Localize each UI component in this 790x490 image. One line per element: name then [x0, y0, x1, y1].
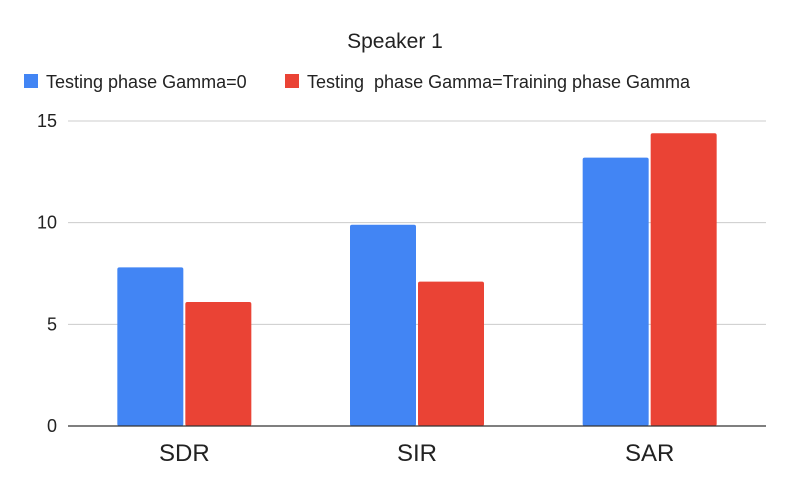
- bar-sar-series-1: [582, 157, 649, 426]
- y-tick-label: 5: [47, 314, 57, 334]
- bar-sdr-series-1: [117, 267, 184, 426]
- x-category-label: SIR: [397, 440, 437, 467]
- chart-title: Speaker 1: [347, 30, 443, 53]
- legend-swatch-series-2: [285, 74, 299, 88]
- legend-swatch-series-1: [24, 74, 38, 88]
- bar-sdr-series-2: [185, 301, 252, 426]
- y-tick-label: 15: [37, 111, 57, 131]
- bar-sar-series-2: [650, 133, 717, 426]
- bar-sir-series-2: [418, 281, 484, 426]
- legend-label-series-1: Testing phase Gamma=0: [46, 72, 247, 92]
- legend: Testing phase Gamma=0 Testing phase Gamm…: [24, 72, 691, 92]
- x-axis-categories: SDR SIR SAR: [159, 440, 674, 467]
- bar-sir-series-1: [350, 224, 416, 426]
- x-category-label: SDR: [159, 440, 210, 467]
- bars: [117, 133, 717, 426]
- y-tick-label: 0: [47, 416, 57, 436]
- legend-label-series-2: Testing phase Gamma=Training phase Gamma: [307, 72, 691, 92]
- y-axis-ticks: 0 5 10 15: [37, 111, 57, 436]
- x-category-label: SAR: [625, 440, 674, 467]
- y-tick-label: 10: [37, 213, 57, 233]
- gridlines: [68, 120, 766, 325]
